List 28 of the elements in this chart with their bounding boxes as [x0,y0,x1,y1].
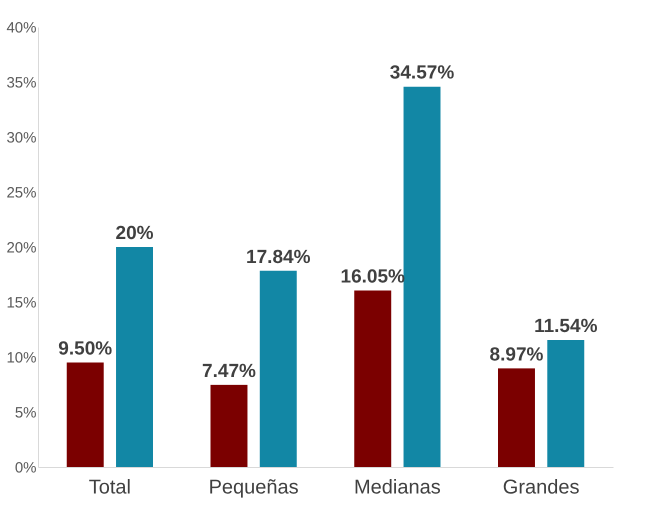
data-label: 11.54% [534,316,598,338]
data-label: 17.84% [246,246,311,268]
data-label: 34.57% [390,62,454,84]
y-tick-label: 25% [6,184,36,202]
data-label: 7.47% [202,360,256,382]
y-tick-label: 30% [6,130,36,146]
y-tick-label: 5% [14,404,36,422]
y-tick-label: 10% [6,350,36,366]
data-label: 9.50% [58,338,112,360]
data-label: 20% [116,223,154,244]
bar [210,384,248,467]
y-tick-label: 20% [6,240,36,256]
y-tick-label: 0% [14,460,36,476]
bar [354,290,392,467]
y-tick-label: 35% [6,74,36,92]
bar [116,247,153,467]
bar [547,340,584,467]
y-tick-label: 40% [6,20,36,36]
bar [66,362,104,467]
bar [260,270,297,467]
x-tick-label: Grandes [502,476,580,498]
y-tick-label: 15% [6,294,36,312]
x-tick-label: Pequeñas [208,476,299,498]
bar [498,368,535,467]
x-tick-label: Total [88,476,131,498]
bar [404,86,440,467]
data-label: 8.97% [490,344,544,366]
x-tick-label: Medianas [354,476,441,498]
